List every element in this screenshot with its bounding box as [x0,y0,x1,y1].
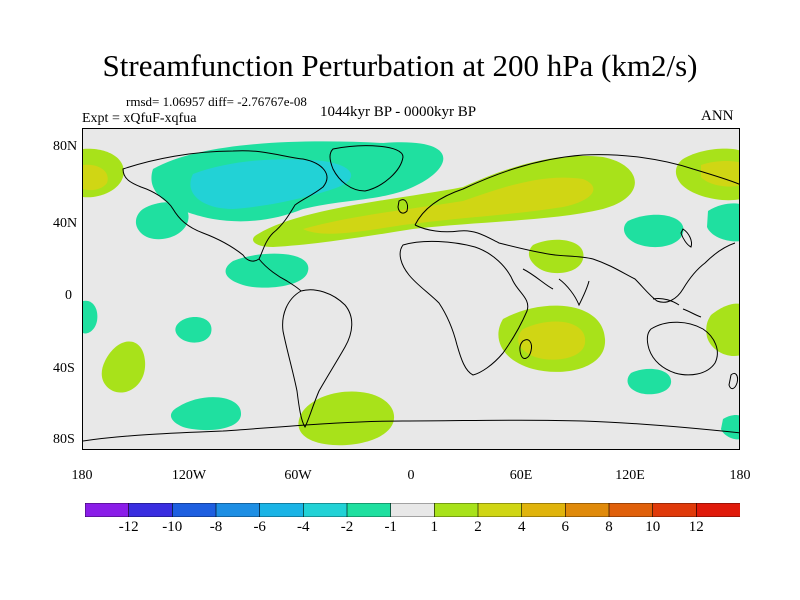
experiment-label: Expt = xQfuF-xqfua [82,111,197,126]
lat-label-40n: 40N [53,216,78,231]
colorbar-label: 10 [645,519,661,535]
colorbar-label: 4 [517,519,526,535]
lon-label-180e: 180 [729,468,751,483]
contour-fills [83,141,739,446]
lon-label-180w: 180 [71,468,93,483]
lon-label-60e: 60E [509,468,533,483]
colorbar-swatch [346,503,392,517]
colorbar-swatch [696,503,740,517]
colorbar-swatch [215,503,261,517]
colorbar-swatch [434,503,479,517]
chart-title: Streamfunction Perturbation at 200 hPa (… [102,48,698,83]
lat-label-80n: 80N [53,139,78,154]
colorbar-label: -6 [253,519,266,535]
lon-label-120e: 120E [615,468,645,483]
lat-label-80s: 80S [53,432,75,447]
colorbar-swatch [608,503,654,517]
colorbar-label: 1 [430,519,439,535]
colorbar-swatch [303,503,348,517]
colorbar-label: -2 [340,519,354,535]
colorbar-label: 2 [474,519,482,535]
colorbar-label: -10 [162,519,183,535]
lat-label-40s: 40S [53,361,75,376]
lon-label-0: 0 [407,468,415,483]
colorbar-swatch [652,503,698,517]
coastlines [83,145,739,442]
colorbar-swatch [477,503,523,517]
colorbar-label: 8 [605,519,613,535]
colorbar-swatch [259,503,305,517]
colorbar-swatch [521,503,567,517]
stats-text: rmsd= 1.06957 diff= -2.76767e-08 [126,94,307,109]
period-label: 1044kyr BP - 0000kyr BP [320,104,477,120]
colorbar-swatch [128,503,174,517]
colorbar-label: -12 [118,519,139,535]
colorbar-swatch [85,503,130,517]
colorbar-swatch [172,503,217,517]
colorbar-label: -1 [384,519,397,535]
colorbar-swatch [565,503,610,517]
colorbar-swatch [390,503,436,517]
map-svg [83,141,739,446]
lat-label-0: 0 [65,288,72,303]
colorbar-label: 6 [561,519,570,535]
colorbar [85,503,740,517]
season-label: ANN [701,108,734,124]
lon-label-60w: 60W [284,468,312,483]
lon-label-120w: 120W [171,468,207,483]
colorbar-label: 12 [688,519,704,535]
colorbar-label: -4 [297,519,310,535]
colorbar-label: -8 [209,519,223,535]
map-panel [82,128,740,450]
